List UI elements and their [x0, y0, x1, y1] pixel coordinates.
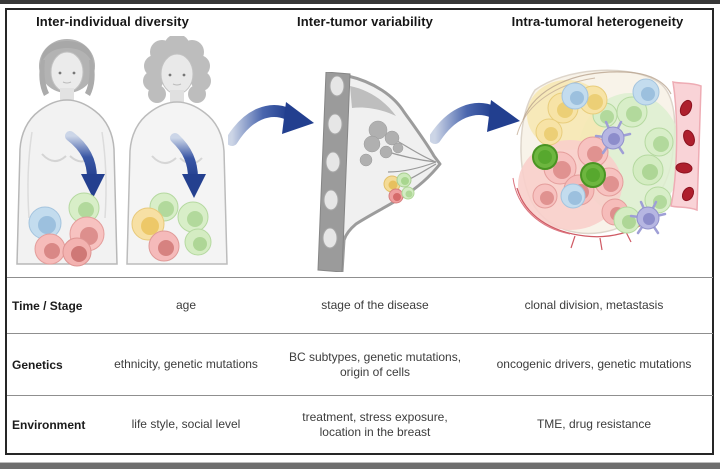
- rib-sections: [322, 75, 345, 249]
- arrow-right-icon: [228, 102, 314, 146]
- column-title-inter-tumor: Inter-tumor variability: [297, 14, 433, 29]
- tumor-tissue-illustration: [512, 69, 702, 251]
- green-tumor-cells: [592, 96, 674, 234]
- purple-immune-cell: [594, 120, 632, 155]
- two-women-cell-clusters-illustration: [16, 36, 228, 267]
- cell-cluster-1: [28, 192, 105, 267]
- table-cell: treatment, stress exposure, location in …: [302, 409, 448, 439]
- table-row: Genetics ethnicity, genetic mutations BC…: [7, 333, 713, 395]
- purple-immune-cell: [629, 200, 667, 235]
- table-cell: clonal division, metastasis: [524, 298, 664, 312]
- column-title-intra-tumoral: Intra-tumoral heterogeneity: [511, 14, 684, 29]
- arrow-down-icon: [65, 131, 105, 198]
- table-row: Time / Stage age stage of the disease cl…: [7, 277, 713, 333]
- breast-cross-section-illustration: [317, 72, 442, 272]
- arrow-down-icon: [170, 133, 206, 198]
- cell-cluster-2: [131, 192, 212, 262]
- table-cell: life style, social level: [131, 417, 241, 431]
- blue-tumor-cells: [560, 78, 660, 209]
- tumor-cells-in-breast: [383, 172, 415, 204]
- bottom-border-bar: [0, 462, 720, 469]
- table-cell: age: [175, 298, 197, 312]
- table-cell: stage of the disease: [321, 298, 429, 312]
- row-label: Genetics: [12, 357, 63, 372]
- table-cell: oncogenic drivers, genetic mutations: [496, 357, 692, 371]
- blood-vessel: [670, 80, 702, 212]
- row-label: Time / Stage: [12, 298, 83, 313]
- table-cell: TME, drug resistance: [536, 417, 652, 431]
- row-label: Environment: [12, 417, 86, 432]
- table-row: Environment life style, social level tre…: [7, 395, 713, 453]
- lobules: [359, 120, 404, 167]
- factors-table: Time / Stage age stage of the disease cl…: [7, 277, 713, 453]
- arrow-right-icon: [430, 100, 520, 144]
- table-cell: ethnicity, genetic mutations: [114, 357, 258, 371]
- column-title-inter-individual: Inter-individual diversity: [36, 14, 189, 29]
- top-border-bar: [0, 0, 720, 4]
- dark-green-cells: [532, 144, 606, 188]
- table-cell: BC subtypes, genetic mutations, origin o…: [288, 349, 462, 379]
